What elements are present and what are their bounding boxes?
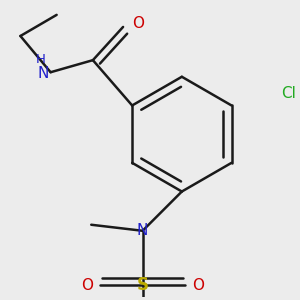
Text: Cl: Cl [281,86,296,101]
Text: N: N [38,66,49,81]
Text: O: O [192,278,204,292]
Text: H: H [36,53,46,66]
Text: O: O [132,16,144,32]
Text: N: N [137,223,148,238]
Text: S: S [136,276,148,294]
Text: O: O [81,278,93,292]
